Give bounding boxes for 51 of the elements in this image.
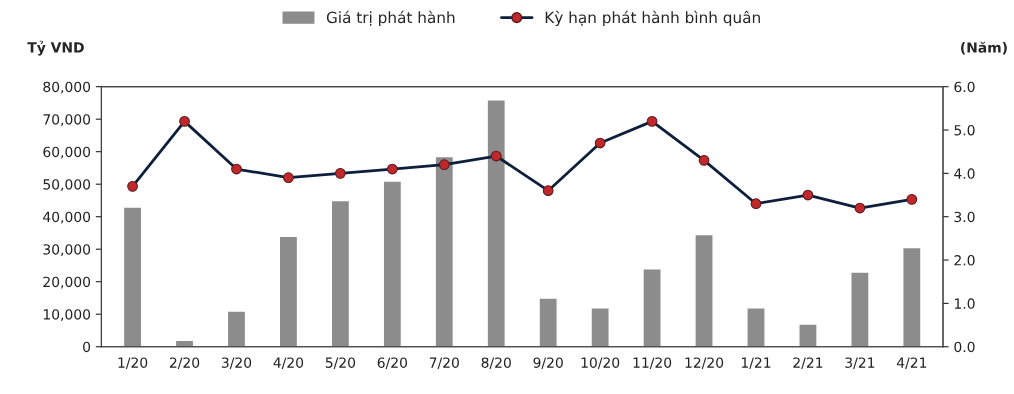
y2-tick-label: 5.0 (954, 124, 975, 136)
bar (590, 307, 610, 347)
x-tick-label: 2/20 (169, 357, 200, 369)
y2-tick-label: 2.0 (954, 255, 975, 266)
x-tick-label: 3/21 (845, 357, 875, 369)
y2-tick-label: 4.0 (954, 168, 975, 179)
y2-axis-title: (Năm) (961, 41, 1007, 55)
bar (486, 98, 507, 347)
x-tick-label: 3/20 (221, 357, 252, 369)
legend-label: Giá trị phát hành (326, 10, 455, 27)
y2-tick-label: 6.0 (954, 81, 975, 93)
x-tick-label: 5/20 (325, 357, 356, 369)
x-tick-label: 9/20 (533, 357, 563, 369)
x-tick-label: 6/20 (377, 357, 407, 369)
x-tick-label: 11/20 (633, 357, 672, 369)
y-tick-label: 80,000 (43, 81, 91, 94)
bar (746, 307, 766, 347)
bar (226, 310, 247, 347)
y-tick-label: 40,000 (43, 211, 91, 224)
x-tick-label: 10/20 (581, 357, 620, 369)
bar (122, 206, 143, 347)
y-tick-label: 10,000 (43, 309, 91, 322)
y-tick-label: 50,000 (43, 179, 91, 192)
bar (798, 323, 818, 347)
y-axis-title: Tỷ VND (27, 40, 84, 56)
x-tick-label: 1/21 (741, 357, 771, 369)
y-tick-label: 30,000 (43, 244, 91, 257)
x-tick-label: 12/20 (685, 357, 724, 369)
bar (434, 155, 455, 347)
bar (330, 199, 351, 347)
bar (902, 246, 922, 347)
legend-label: Kỳ hạn phát hành bình quân (545, 10, 760, 27)
y-tick-label: 20,000 (43, 276, 91, 289)
x-tick-label: 4/21 (896, 357, 927, 369)
y2-tick-label: 3.0 (954, 211, 975, 223)
x-tick-label: 2/21 (793, 357, 823, 369)
y-tick-label: 70,000 (43, 114, 91, 127)
y-tick-label: 60,000 (43, 146, 91, 159)
bar (642, 268, 662, 347)
bar (694, 233, 714, 347)
y2-tick-label: 1.0 (954, 298, 975, 309)
x-tick-label: 4/20 (273, 357, 304, 369)
x-tick-label: 8/20 (481, 357, 511, 369)
x-tick-label: 1/20 (118, 357, 148, 369)
y-tick-label: 0 (83, 341, 91, 353)
bar (850, 271, 870, 347)
bar (382, 180, 403, 347)
x-tick-label: 7/20 (429, 357, 459, 369)
bar (278, 235, 299, 347)
y2-tick-label: 0.0 (954, 341, 975, 353)
bar (538, 297, 558, 347)
